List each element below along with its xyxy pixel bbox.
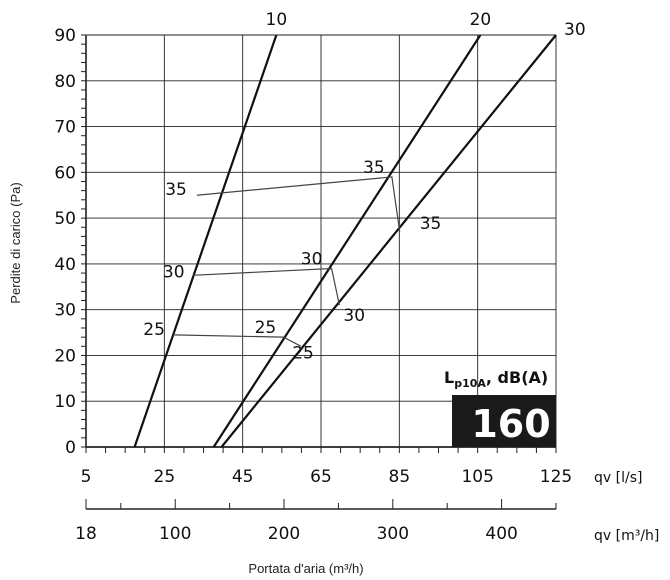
labels: 0 10 20 30 40 50 60 70 80 90 5 25 45 65 85 105 125 18 100 2…: [54, 10, 585, 544]
iso-line-25: [172, 334, 302, 347]
iso-label: 30: [301, 249, 323, 269]
x-unit-secondary: qv [m³/h]: [594, 528, 659, 544]
badge-box: [452, 395, 556, 447]
curves: [133, 34, 557, 448]
curve-label-10: 10: [266, 10, 288, 30]
x-tick-label: 5: [81, 467, 92, 487]
y-tick-label: 20: [54, 346, 76, 366]
curve-10: [133, 34, 278, 448]
badge-value: 160: [471, 402, 550, 446]
iso-label: 25: [255, 318, 277, 338]
y-tick-label: 90: [54, 26, 76, 46]
curve-20: [212, 34, 482, 448]
iso-label: 35: [165, 180, 187, 200]
curve-label-30: 30: [564, 20, 586, 40]
x2-tick-label: 400: [485, 524, 517, 544]
y-tick-label: 80: [54, 72, 76, 92]
curve-label-20: 20: [470, 10, 492, 30]
x-tick-label: 85: [389, 467, 411, 487]
y-tick-label: 0: [65, 438, 76, 458]
x-unit-primary: qv [l/s]: [594, 470, 642, 486]
iso-label: 30: [163, 262, 185, 282]
x-tick-label: 65: [310, 467, 332, 487]
x2-tick-label: 300: [377, 524, 409, 544]
x-tick-label: 25: [154, 467, 176, 487]
x-tick-label: 125: [540, 467, 572, 487]
iso-label: 35: [420, 214, 442, 234]
iso-label: 30: [343, 306, 365, 326]
iso-label: 35: [363, 158, 385, 178]
iso-line-35: [196, 176, 401, 232]
y-tick-label: 30: [54, 301, 76, 321]
y-tick-label: 10: [54, 392, 76, 412]
x2-tick-label: 200: [268, 524, 300, 544]
y-tick-label: 70: [54, 118, 76, 138]
badge-label: Lp10A, dB(A): [444, 368, 548, 390]
y-tick-label: 50: [54, 209, 76, 229]
x2-tick-label: 100: [159, 524, 191, 544]
x2-tick-label: 18: [75, 524, 97, 544]
x-tick-label: 105: [461, 467, 493, 487]
y-axis-title: Perdite di carico (Pa): [8, 182, 23, 303]
y-tick-label: 60: [54, 163, 76, 183]
y-tick-label: 40: [54, 255, 76, 275]
x-axis-title: Portata d'aria (m³/h): [248, 561, 363, 576]
x-tick-label: 45: [232, 467, 254, 487]
iso-line-30: [192, 267, 340, 306]
iso-label: 25: [292, 343, 314, 363]
iso-label: 25: [143, 320, 165, 340]
curve-30: [220, 34, 557, 448]
annotations: [172, 176, 401, 347]
